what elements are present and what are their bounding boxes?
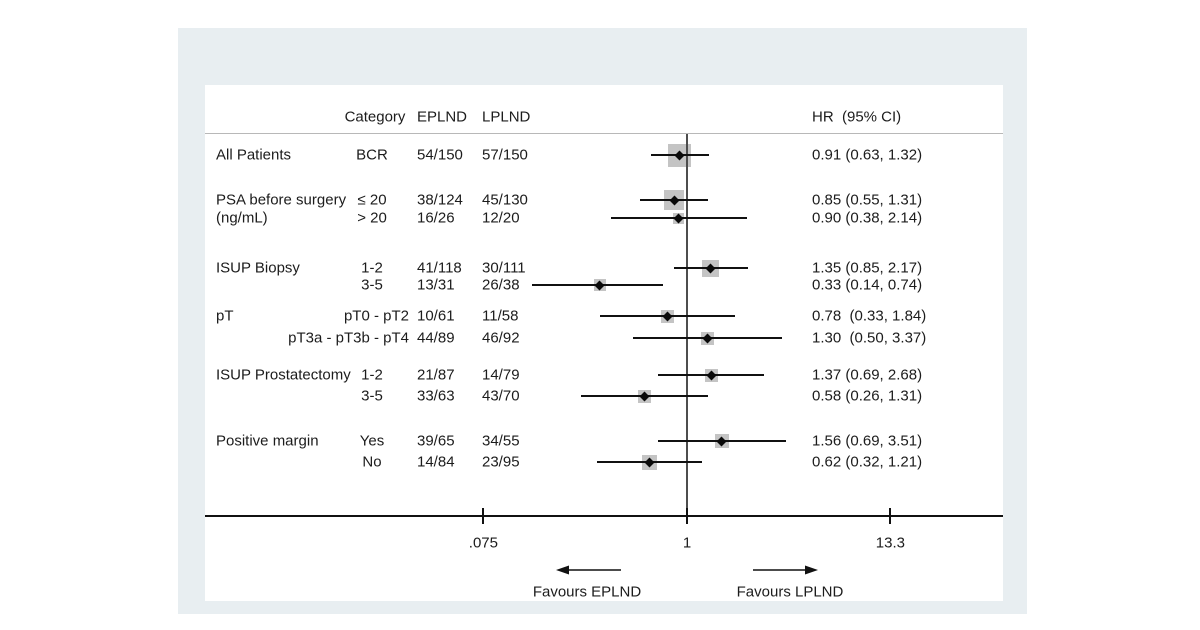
row-eplnd-count: 54/150 [417,146,463,164]
row-hr-ci: 0.85 (0.55, 1.31) [812,191,923,209]
x-axis-tick-label: .075 [468,534,498,552]
row-category: 1-2 [361,259,383,277]
row-eplnd-count: 13/31 [417,276,455,294]
row-group-label: Positive margin [216,432,319,450]
column-header-eplnd: EPLND [417,108,468,126]
row-eplnd-count: 14/84 [417,453,455,471]
header-divider [205,133,1003,134]
row-lplnd-count: 46/92 [482,329,520,347]
right-arrow-icon [752,564,818,576]
row-hr-ci: 0.90 (0.38, 2.14) [812,209,923,227]
row-hr-ci: 0.91 (0.63, 1.32) [812,146,923,164]
x-axis-tick [482,508,485,524]
row-lplnd-count: 23/95 [482,453,520,471]
row-category: Yes [359,432,385,450]
row-hr-ci: 0.58 (0.26, 1.31) [812,387,923,405]
row-group-label: All Patients [216,146,292,164]
row-lplnd-count: 34/55 [482,432,520,450]
left-arrow-icon [556,564,622,576]
x-axis-tick-label: 1 [682,534,692,552]
row-group-label: (ng/mL) [216,209,268,227]
row-group-label: ISUP Biopsy [216,259,300,277]
x-axis-tick-label: 13.3 [875,534,906,552]
x-axis-tick [686,508,688,524]
row-hr-ci: 0.33 (0.14, 0.74) [812,276,923,294]
row-eplnd-count: 39/65 [417,432,455,450]
row-lplnd-count: 11/58 [482,307,519,325]
row-hr-ci: 0.62 (0.32, 1.21) [812,453,923,471]
favours-lplnd-label: Favours LPLND [736,583,844,601]
column-header-category: Category [344,108,406,126]
row-category: 1-2 [361,366,383,384]
row-eplnd-count: 33/63 [417,387,455,405]
row-category: > 20 [357,209,387,227]
row-lplnd-count: 12/20 [482,209,520,227]
column-header-hr-ci: HR (95% CI) [812,108,902,126]
row-group-label: pT [216,307,234,325]
reference-line [686,134,688,517]
row-group-label: ISUP Prostatectomy [216,366,351,384]
row-lplnd-count: 45/130 [482,191,528,209]
row-category: No [362,453,382,471]
row-category: 3-5 [361,387,383,405]
row-eplnd-count: 21/87 [417,366,455,384]
row-eplnd-count: 16/26 [417,209,455,227]
x-axis-line [205,515,1003,517]
row-lplnd-count: 43/70 [482,387,520,405]
row-lplnd-count: 57/150 [482,146,528,164]
row-eplnd-count: 41/118 [417,259,462,277]
row-hr-ci: 1.56 (0.69, 3.51) [812,432,923,450]
column-header-lplnd: LPLND [482,108,531,126]
row-eplnd-count: 10/61 [417,307,455,325]
row-hr-ci: 1.35 (0.85, 2.17) [812,259,923,277]
row-lplnd-count: 14/79 [482,366,520,384]
row-category: BCR [356,146,388,164]
row-hr-ci: 0.78 (0.33, 1.84) [812,307,927,325]
row-hr-ci: 1.30 (0.50, 3.37) [812,329,927,347]
row-category: ≤ 20 [357,191,387,209]
x-axis-tick [889,508,892,524]
row-eplnd-count: 44/89 [417,329,455,347]
favours-eplnd-label: Favours EPLND [532,583,642,601]
row-lplnd-count: 30/111 [482,259,526,277]
row-category: 3-5 [361,276,383,294]
row-eplnd-count: 38/124 [417,191,463,209]
row-category: pT0 - pT2 [343,307,409,325]
row-hr-ci: 1.37 (0.69, 2.68) [812,366,923,384]
row-lplnd-count: 26/38 [482,276,520,294]
row-category: pT3a - pT3b - pT4 [288,329,409,347]
row-group-label: PSA before surgery [216,191,347,209]
